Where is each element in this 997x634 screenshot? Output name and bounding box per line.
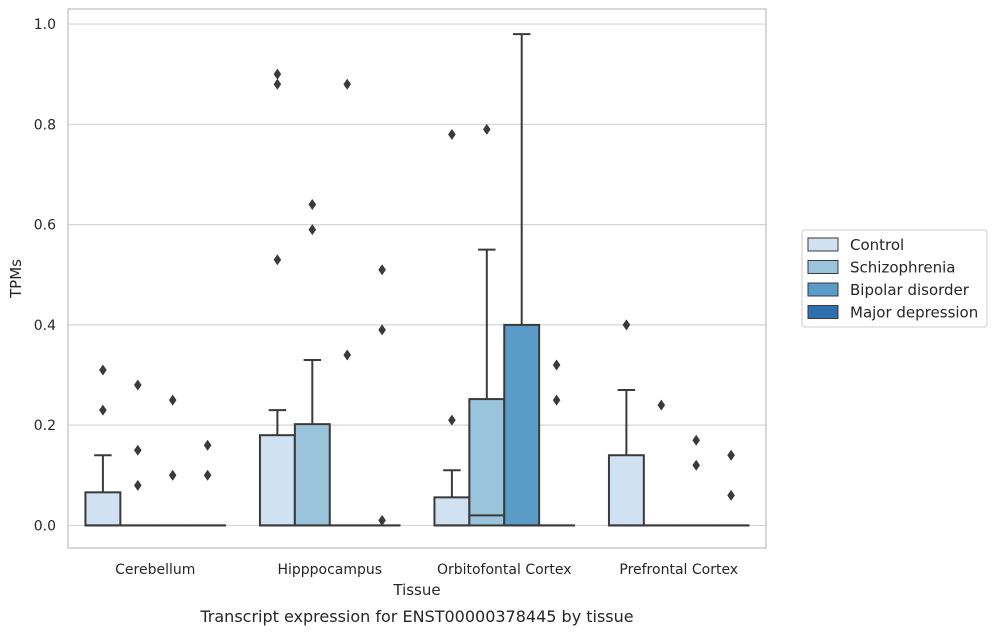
box (503, 323, 541, 527)
outlier-point (692, 459, 700, 471)
box-major-depression (363, 264, 401, 527)
x-axis-title: Tissue (392, 581, 440, 599)
grid-lines (68, 23, 766, 527)
box-major-depression (712, 449, 750, 527)
y-tick-label: 0.8 (34, 117, 56, 133)
box-schizophrenia (119, 379, 157, 527)
outlier-point (622, 319, 631, 331)
box (468, 398, 506, 527)
outlier-point (378, 514, 386, 526)
outlier-point (168, 469, 177, 481)
box-schizophrenia (642, 399, 680, 527)
box-control (433, 128, 471, 527)
outlier-point (203, 469, 212, 481)
box-bipolar-disorder (328, 78, 366, 527)
outlier-point (308, 199, 317, 211)
box-bipolar-disorder (677, 434, 715, 527)
legend-label: Schizophrenia (850, 259, 955, 277)
outlier-point (273, 68, 282, 80)
y-tick-label: 0.4 (34, 318, 56, 334)
y-axis-title: TPMs (7, 259, 25, 299)
outlier-point (692, 434, 700, 446)
box (258, 434, 296, 527)
outlier-point (134, 444, 142, 456)
chart-caption: Transcript expression for ENST0000037844… (199, 607, 633, 626)
y-tick-label: 1.0 (34, 17, 56, 33)
outlier-point (727, 449, 735, 461)
y-tick-label: 0.2 (34, 418, 56, 434)
box-control (258, 68, 296, 527)
y-tick-label: 0.0 (34, 518, 56, 534)
outlier-point (134, 479, 142, 491)
box-bipolar-disorder (154, 394, 192, 527)
legend-label: Bipolar disorder (850, 281, 970, 299)
outlier-point (727, 489, 735, 501)
box-control (607, 319, 645, 527)
outlier-point (273, 254, 282, 266)
legend-swatch (807, 305, 839, 319)
outlier-point (483, 123, 491, 135)
y-tick-label: 0.6 (34, 218, 56, 234)
box-series-layer (84, 33, 750, 527)
outlier-point (308, 224, 317, 236)
x-tick-label: Hipppocampus (277, 562, 382, 578)
plot-frame (67, 8, 767, 549)
box-major-depression (538, 359, 576, 527)
box (607, 454, 645, 527)
legend-label: Control (850, 236, 904, 254)
outlier-point (99, 404, 107, 416)
box-major-depression (189, 439, 227, 527)
y-tick-labels: 0.0 0.2 0.4 0.6 0.8 1.0 (34, 17, 56, 534)
outlier-point (552, 394, 561, 406)
box (84, 491, 122, 527)
legend-swatch (807, 260, 839, 274)
legend: Control Schizophrenia Bipolar disorder Majo… (801, 229, 988, 328)
outlier-point (448, 128, 456, 140)
legend-swatch (807, 282, 839, 297)
outlier-point (657, 399, 666, 411)
x-tick-label: Cerebellum (115, 562, 195, 578)
outlier-point (343, 78, 351, 90)
x-tick-label: Orbitofontal Cortex (437, 562, 572, 578)
box-bipolar-disorder (503, 33, 541, 527)
box-schizophrenia (293, 199, 331, 527)
outlier-point (134, 379, 142, 391)
outlier-point (378, 264, 386, 276)
box (433, 496, 471, 527)
outlier-point (343, 349, 351, 361)
x-tick-label: Prefrontal Cortex (619, 562, 738, 578)
outlier-point (552, 359, 561, 371)
outlier-point (99, 364, 107, 376)
outlier-point (168, 394, 177, 406)
outlier-point (378, 324, 386, 336)
legend-frame (801, 229, 988, 328)
legend-label: Major depression (850, 304, 978, 322)
legend-swatch (807, 237, 839, 252)
outlier-point (203, 439, 212, 451)
outlier-point (273, 78, 282, 90)
box (293, 423, 331, 527)
box-schizophrenia (468, 123, 506, 527)
box-control (84, 364, 122, 527)
x-tick-labels: Cerebellum Hipppocampus Orbitofontal Corte… (115, 562, 738, 578)
outlier-point (448, 414, 456, 426)
